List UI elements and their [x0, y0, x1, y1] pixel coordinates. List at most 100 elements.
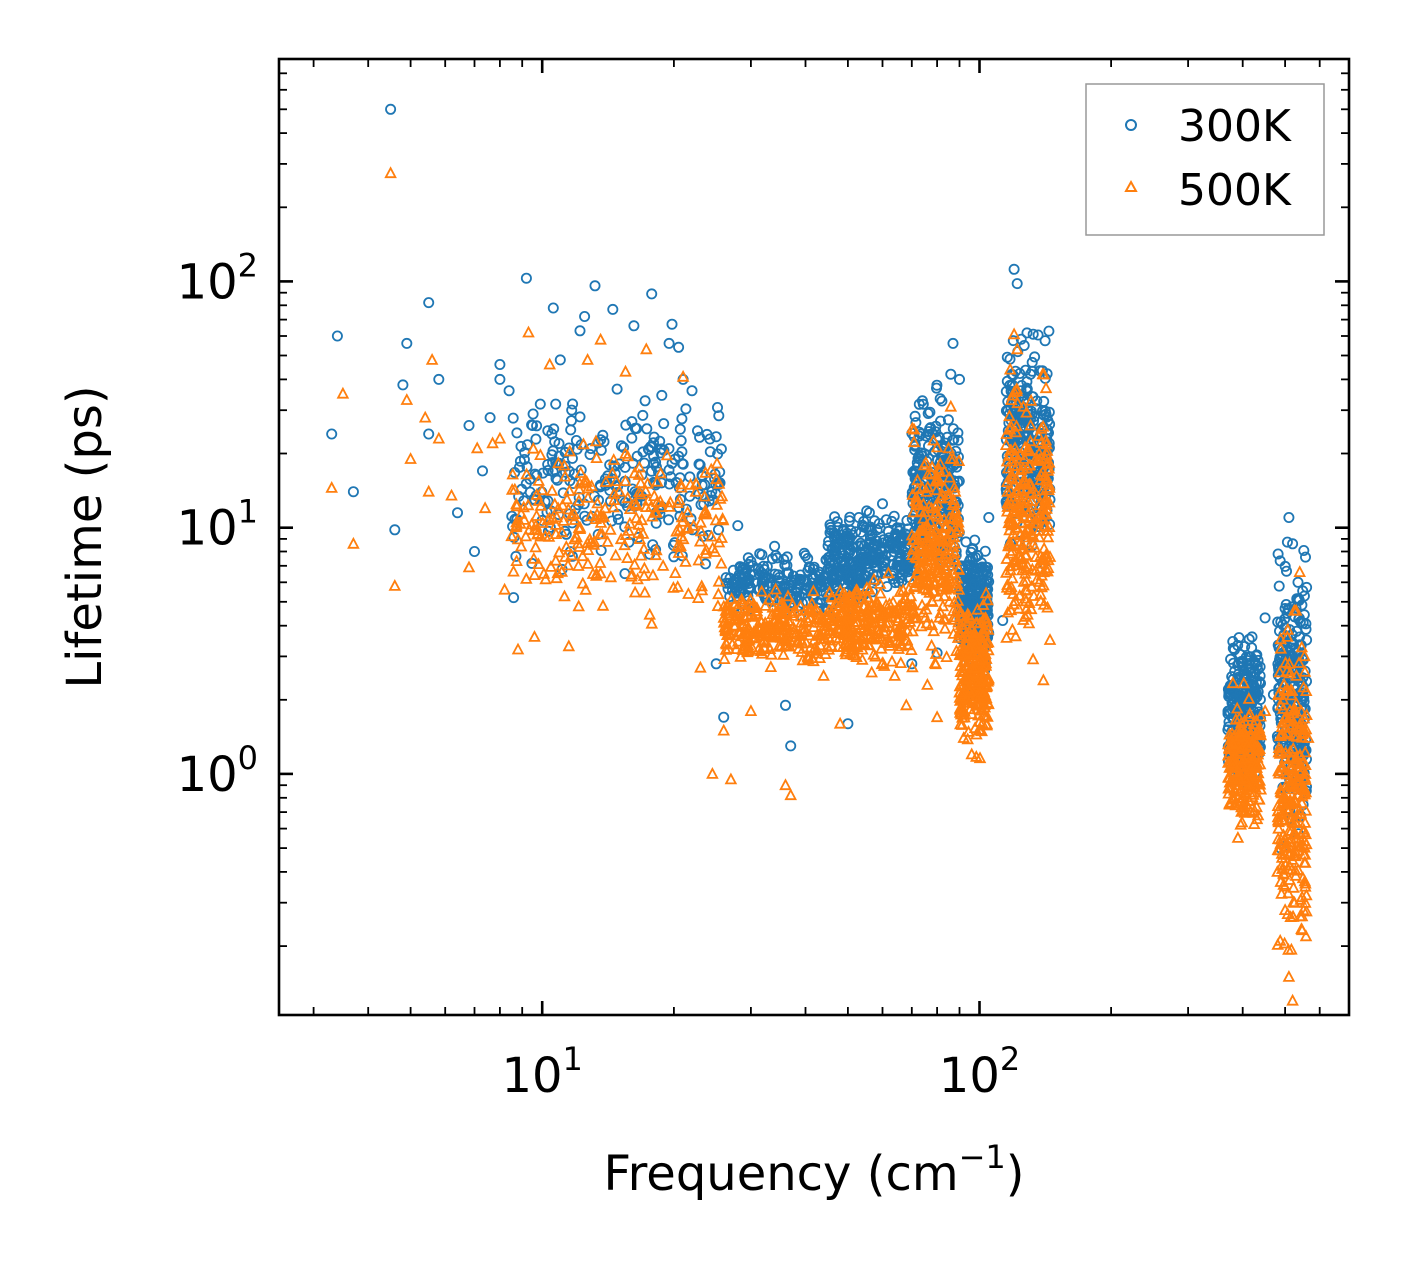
data-point-500K-cloud	[576, 549, 589, 562]
data-point-500K-cloud	[687, 518, 700, 531]
data-point-500K-cloud	[728, 619, 741, 632]
data-point-300K-cloud	[693, 458, 705, 470]
data-point-500K-cloud	[1229, 798, 1243, 811]
data-point-500K-cloud	[638, 585, 652, 598]
data-point-500K-cloud	[801, 649, 815, 662]
data-point-500K-cloud	[977, 611, 991, 624]
x-axis-label-sup: −1	[959, 1138, 1006, 1176]
data-point-500K-cloud	[919, 455, 933, 468]
data-point-500K-cloud	[1278, 936, 1291, 949]
data-point-300K-cloud	[1232, 639, 1244, 651]
data-point-500K-cloud	[1272, 745, 1286, 758]
data-point-300K-cloud	[850, 526, 862, 538]
data-point-500K-cloud	[527, 441, 540, 454]
data-point-500K-cloud	[920, 616, 933, 629]
data-point-500K-cloud	[675, 480, 688, 493]
data-point-500K	[445, 488, 458, 501]
data-point-500K-cloud	[854, 605, 868, 618]
data-point-500K	[619, 364, 632, 377]
data-point-300K	[1041, 424, 1053, 436]
data-point-500K-cloud	[694, 524, 708, 537]
data-point-500K-cloud	[673, 523, 687, 535]
data-point-500K-cloud	[1234, 817, 1248, 830]
data-point-500K-cloud	[910, 495, 924, 507]
legend-frame	[1085, 83, 1325, 236]
data-point-500K-cloud	[510, 497, 523, 510]
data-point-300K-cloud	[771, 581, 783, 593]
data-point-500K	[965, 747, 978, 760]
data-point-300K-cloud	[1229, 665, 1241, 677]
data-point-300K	[732, 520, 744, 532]
data-point-500K-cloud	[654, 466, 667, 479]
data-point-500K-cloud	[1039, 498, 1053, 510]
data-point-500K-cloud	[670, 524, 683, 537]
data-point-500K-cloud	[604, 570, 618, 583]
data-point-300K-cloud	[922, 407, 934, 419]
data-point-300K-cloud	[675, 435, 687, 447]
data-point-300K-cloud	[663, 464, 675, 476]
data-point-500K-cloud	[1041, 530, 1055, 543]
data-point-300K-cloud	[856, 555, 868, 567]
data-point-500K-cloud	[1298, 834, 1311, 847]
data-point-500K-cloud	[856, 637, 870, 649]
data-point-500K	[581, 352, 594, 365]
data-point-500K-cloud	[1297, 680, 1310, 693]
data-point-500K-cloud	[577, 437, 590, 450]
data-point-500K-cloud	[709, 513, 723, 526]
data-point-500K-cloud	[1226, 765, 1240, 778]
data-point-500K-cloud	[1230, 781, 1243, 794]
data-point-300K-cloud	[890, 542, 902, 554]
data-point-500K-cloud	[550, 510, 564, 523]
data-point-500K-cloud	[1025, 527, 1039, 540]
data-point-500K	[493, 431, 507, 444]
data-point-500K-cloud	[1000, 630, 1013, 643]
data-point-500K-cloud	[1023, 513, 1036, 526]
data-point-500K-cloud	[829, 596, 842, 609]
data-point-500K-cloud	[721, 606, 734, 619]
data-point-500K-cloud	[682, 520, 695, 533]
data-point-500K-cloud	[1026, 652, 1040, 665]
data-point-300K-cloud	[859, 546, 871, 558]
data-point-500K-cloud	[770, 593, 784, 605]
data-point-500K-cloud	[519, 529, 533, 542]
data-point-500K-cloud	[1285, 942, 1298, 955]
data-point-500K-cloud	[607, 453, 620, 465]
data-point-300K-cloud	[548, 423, 560, 435]
data-point-500K-cloud	[982, 671, 995, 684]
data-point-500K-cloud	[961, 732, 974, 745]
data-point-500K-cloud	[1297, 825, 1310, 838]
data-point-300K-cloud	[909, 410, 921, 422]
data-point-500K-cloud	[822, 630, 835, 643]
data-point-500K-cloud	[777, 647, 790, 660]
data-point-500K-cloud	[698, 489, 711, 502]
data-point-500K-cloud	[560, 539, 573, 552]
data-point-500K-cloud	[535, 483, 549, 496]
data-point-300K	[877, 498, 889, 510]
data-point-500K-cloud	[1283, 873, 1297, 885]
data-point-500K-cloud	[938, 589, 951, 601]
data-point-300K-cloud	[837, 524, 849, 536]
data-point-500K-cloud	[618, 538, 631, 551]
data-point-500K-cloud	[930, 483, 943, 496]
data-point-500K-cloud	[936, 599, 950, 612]
data-point-300K-cloud	[942, 414, 954, 426]
data-point-500K-cloud	[751, 642, 765, 655]
data-point-500K-cloud	[712, 574, 726, 587]
data-point-300K-cloud	[712, 401, 724, 413]
data-point-500K	[511, 642, 525, 655]
data-point-300K-cloud	[1007, 335, 1019, 347]
data-point-500K-cloud	[667, 580, 680, 593]
data-point-500K-cloud	[812, 610, 826, 623]
data-point-500K-cloud	[831, 613, 845, 626]
data-point-500K-cloud	[1005, 518, 1018, 531]
data-point-500K-cloud	[856, 652, 869, 665]
data-point-500K-cloud	[929, 657, 943, 670]
data-point-500K-cloud	[904, 589, 918, 602]
data-point-500K-cloud	[544, 559, 558, 572]
data-point-500K-cloud	[1289, 750, 1303, 763]
data-point-500K-cloud	[1004, 603, 1018, 616]
data-point-500K-cloud	[692, 553, 705, 566]
data-point-300K-cloud	[550, 398, 562, 410]
data-point-500K-cloud	[968, 640, 982, 653]
data-point-500K-cloud	[1024, 418, 1037, 431]
